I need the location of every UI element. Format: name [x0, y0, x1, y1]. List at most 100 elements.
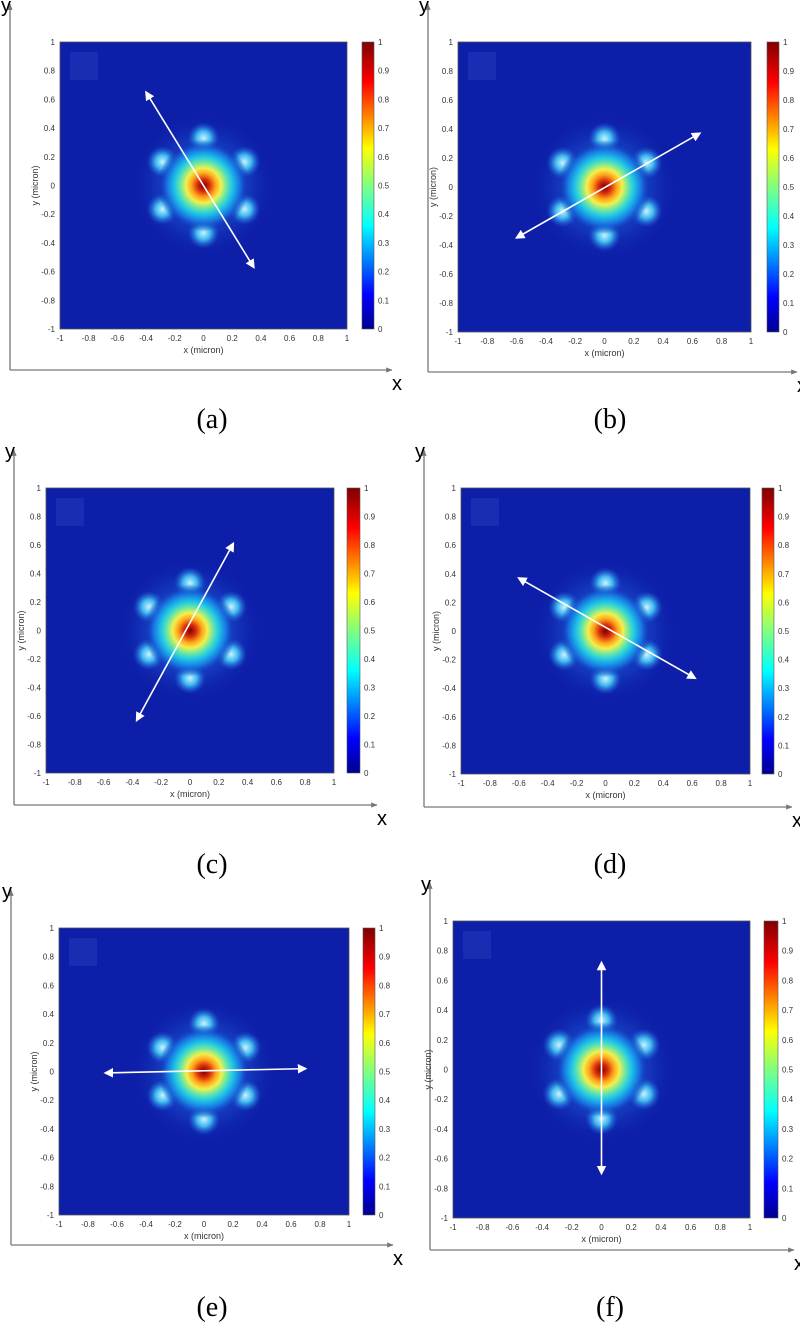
plot-border: [58, 927, 350, 1216]
y-tick-label: -0.4: [442, 684, 456, 693]
colorbar-tick-label: 0.7: [783, 125, 795, 134]
x-tick-label: 0.2: [629, 779, 641, 788]
x-tick-label: 0.8: [300, 778, 312, 787]
heatmap-peak: [143, 584, 237, 677]
frame-x-label: x: [393, 1248, 403, 1270]
plot-border: [457, 41, 752, 333]
colorbar-tick-label: 1: [782, 917, 787, 926]
colorbar-tick-label: 0.4: [783, 212, 795, 221]
heatmap-inset-marker: [463, 931, 491, 959]
heatmap-inset-marker: [56, 498, 84, 526]
plot-border: [59, 41, 348, 330]
panel-f: y x -1-1 -0.8 -0.8 -0.6 -0.6 -0.4 -0.4 -0.2 -0.2 0 0…: [421, 874, 800, 1275]
y-tick-label: 1: [37, 484, 42, 493]
x-tick-label: -0.4: [535, 1223, 549, 1232]
colorbar: [362, 927, 376, 1216]
y-tick-label: 0.6: [43, 981, 55, 990]
colorbar-tick-label: 0.9: [782, 947, 794, 956]
x-tick-label: 0.8: [716, 337, 728, 346]
colorbar-tick-label: 0.9: [379, 953, 391, 962]
frame-x-label: x: [794, 1253, 800, 1275]
colorbar: [761, 487, 775, 775]
colorbar-tick-label: 0.8: [378, 95, 390, 104]
y-tick-label: -1: [48, 325, 56, 334]
colorbar-tick-label: 0.3: [364, 684, 376, 693]
y-tick-label: 0.4: [445, 570, 457, 579]
y-tick-label: -0.6: [27, 712, 41, 721]
frame-x-label: x: [792, 810, 800, 832]
colorbar-tick-label: 0.8: [783, 96, 795, 105]
y-tick-label: -0.8: [434, 1184, 448, 1193]
y-tick-label: 0.4: [43, 1010, 55, 1019]
colorbar-tick-label: 0.7: [778, 570, 790, 579]
y-tick-label: 0.8: [445, 513, 457, 522]
panel-c: y x -1-1 -0.8 -0.8 -0.6 -0.6 -0.4 -0.4 -0.2 -0.2 0 0…: [5, 441, 387, 830]
y-tick-label: 0.8: [44, 67, 56, 76]
x-tick-label: 0.6: [285, 1220, 297, 1229]
x-tick-label: -0.2: [570, 779, 584, 788]
colorbar-tick-label: 0.5: [778, 627, 790, 636]
x-tick-label: -0.8: [480, 337, 494, 346]
x-tick-label: 0.4: [242, 778, 254, 787]
colorbar-tick-label: 1: [379, 924, 384, 933]
colorbar-tick-label: 0.2: [782, 1155, 794, 1164]
y-tick-label: 1: [444, 917, 449, 926]
x-tick-label: -1: [55, 1220, 63, 1229]
colorbar: [766, 41, 780, 333]
y-tick-label: 0: [51, 182, 56, 191]
frame-x-label: x: [797, 375, 800, 397]
y-tick-label: 0.4: [30, 570, 42, 579]
colorbar-tick-label: 0.6: [364, 598, 376, 607]
colorbar-tick-label: 0.4: [379, 1096, 391, 1105]
panel-caption-f: (f): [596, 1292, 624, 1323]
x-axis-label: x (micron): [170, 789, 210, 799]
colorbar-tick-label: 0.9: [378, 67, 390, 76]
colorbar-tick-label: 0.4: [782, 1095, 794, 1104]
x-tick-label: -0.2: [168, 334, 182, 343]
x-tick-label: -0.6: [110, 1220, 124, 1229]
heatmap-inset-marker: [69, 938, 97, 966]
panel-b: y x -1-1 -0.8 -0.8 -0.6 -0.6 -0.4 -0.4 -0.2 -0.2 0 0…: [419, 0, 800, 397]
y-tick-label: 0.2: [43, 1039, 55, 1048]
colorbar-tick-label: 0.1: [783, 299, 795, 308]
y-tick-label: 0: [37, 627, 42, 636]
x-tick-label: 1: [332, 778, 337, 787]
x-tick-label: 0.8: [715, 1223, 727, 1232]
x-tick-label: -0.2: [565, 1223, 579, 1232]
x-tick-label: -0.8: [81, 1220, 95, 1229]
y-tick-label: 1: [449, 38, 454, 47]
panel-caption-c: (c): [196, 849, 228, 880]
plot-border: [452, 920, 751, 1219]
x-tick-label: -0.4: [539, 337, 553, 346]
frame-x-label: x: [377, 808, 387, 830]
x-tick-label: 0: [202, 1220, 207, 1229]
y-tick-label: 0: [444, 1066, 449, 1075]
x-tick-label: -0.8: [483, 779, 497, 788]
x-tick-label: 0: [603, 779, 608, 788]
frame-x-label: x: [392, 373, 402, 395]
x-tick-label: 1: [347, 1220, 352, 1229]
polarization-arrow: [514, 132, 702, 239]
y-tick-label: -0.4: [40, 1125, 54, 1134]
colorbar-tick-label: 0.6: [378, 153, 390, 162]
colorbar-tick-label: 0.2: [783, 270, 795, 279]
colorbar-tick-label: 0.5: [378, 182, 390, 191]
y-tick-label: -1: [449, 770, 457, 779]
y-tick-label: 0.8: [30, 513, 42, 522]
x-tick-label: 0.4: [655, 1223, 667, 1232]
panel-d: y x -1-1 -0.8 -0.8 -0.6 -0.6 -0.4 -0.4 -0.2 -0.2 0 0…: [415, 441, 800, 832]
y-tick-label: 0.2: [30, 598, 42, 607]
x-axis-label: x (micron): [586, 790, 626, 800]
x-tick-label: 0.8: [313, 334, 325, 343]
plot-border: [460, 487, 751, 775]
colorbar-tick-label: 0.1: [778, 741, 790, 750]
colorbar-tick-label: 0.3: [378, 239, 390, 248]
y-tick-label: -1: [441, 1214, 449, 1223]
x-tick-label: -1: [457, 779, 465, 788]
colorbar-tick-label: 1: [783, 38, 788, 47]
y-tick-label: 0: [452, 627, 457, 636]
x-tick-label: -0.2: [154, 778, 168, 787]
colorbar-tick-label: 0: [379, 1211, 384, 1220]
polarization-arrow: [135, 541, 235, 722]
y-tick-label: -0.6: [41, 268, 55, 277]
